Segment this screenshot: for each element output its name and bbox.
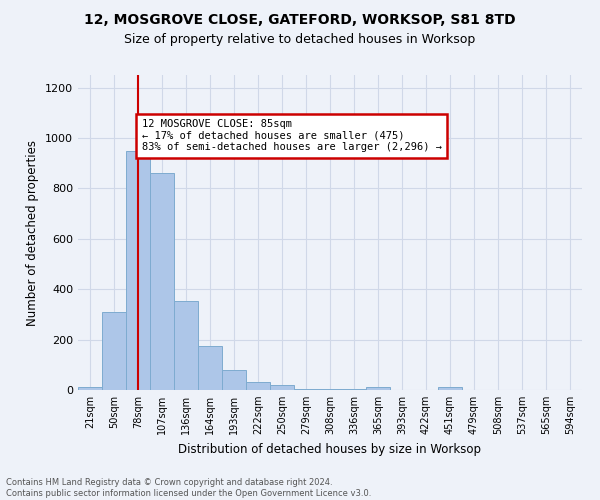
Bar xyxy=(126,150,150,390)
Bar xyxy=(78,388,102,390)
Y-axis label: Number of detached properties: Number of detached properties xyxy=(26,140,40,326)
Bar xyxy=(438,387,462,390)
Bar xyxy=(174,300,198,390)
Bar xyxy=(270,385,294,390)
Bar xyxy=(102,312,126,390)
Text: Contains HM Land Registry data © Crown copyright and database right 2024.
Contai: Contains HM Land Registry data © Crown c… xyxy=(6,478,371,498)
Bar xyxy=(222,370,246,390)
Text: Size of property relative to detached houses in Worksop: Size of property relative to detached ho… xyxy=(124,32,476,46)
Text: 12 MOSGROVE CLOSE: 85sqm
← 17% of detached houses are smaller (475)
83% of semi-: 12 MOSGROVE CLOSE: 85sqm ← 17% of detach… xyxy=(142,119,442,152)
Bar xyxy=(318,388,342,390)
Bar xyxy=(366,388,390,390)
Bar xyxy=(198,346,222,390)
X-axis label: Distribution of detached houses by size in Worksop: Distribution of detached houses by size … xyxy=(179,442,482,456)
Bar xyxy=(342,388,366,390)
Bar xyxy=(294,388,318,390)
Bar xyxy=(246,382,270,390)
Bar xyxy=(150,174,174,390)
Text: 12, MOSGROVE CLOSE, GATEFORD, WORKSOP, S81 8TD: 12, MOSGROVE CLOSE, GATEFORD, WORKSOP, S… xyxy=(84,12,516,26)
